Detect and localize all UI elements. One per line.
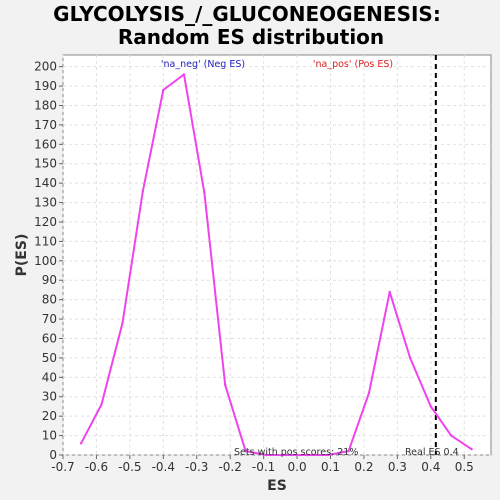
series-point: [100, 403, 103, 406]
chart-title-line1: GLYCOLYSIS_/_GLUCONEOGENESIS:: [53, 2, 441, 26]
y-tick-label: 140: [34, 176, 57, 190]
x-tick-label: -0.2: [218, 460, 241, 474]
series-point: [182, 73, 186, 76]
y-tick-label: 100: [34, 254, 57, 268]
y-axis-title: P(ES): [14, 234, 30, 277]
y-tick-label: 200: [34, 60, 57, 74]
x-tick-label: 0.3: [388, 460, 407, 474]
y-tick-label: 80: [42, 293, 57, 307]
x-tick-label: 0.4: [421, 460, 440, 474]
series-point: [388, 290, 391, 294]
y-tick-label: 160: [34, 137, 57, 151]
series-point: [306, 453, 309, 457]
x-tick-label: -0.7: [51, 460, 74, 474]
series-points: [79, 73, 473, 457]
series-point: [429, 405, 433, 408]
series-point: [408, 356, 412, 360]
y-tick-label: 70: [42, 312, 57, 326]
y-tick-label: 20: [42, 409, 57, 423]
pos-scores-annotation: Sets with pos scores: 21%: [234, 447, 358, 458]
series-point: [285, 453, 288, 457]
x-tick-label: -0.6: [85, 460, 108, 474]
x-axis-title: ES: [267, 478, 287, 494]
series-line-random-es: [80, 73, 473, 456]
y-tick-label: 50: [42, 351, 57, 365]
x-tick-label: 0.0: [288, 460, 307, 474]
y-tick-label: 170: [34, 118, 57, 132]
y-tick-label: 110: [34, 234, 57, 248]
grid: [62, 55, 491, 456]
series-point: [162, 88, 165, 92]
y-tick-label: 0: [49, 448, 57, 462]
series-point: [470, 447, 473, 451]
x-tick-label: 0.2: [354, 460, 373, 474]
y-tick-label: 130: [34, 196, 57, 210]
x-tick-label: 0.5: [455, 460, 474, 474]
series-point: [367, 391, 371, 395]
series-point: [121, 321, 124, 325]
series-point: [450, 434, 453, 437]
neg-es-label: 'na_neg' (Neg ES): [161, 59, 245, 70]
y-tick-label: 120: [34, 215, 57, 229]
plot-area: [62, 54, 492, 456]
y-tick-label: 90: [42, 273, 57, 287]
y-tick-label: 10: [42, 429, 57, 443]
y-tick-label: 180: [34, 98, 57, 112]
series-point: [223, 383, 227, 387]
series-point: [326, 453, 330, 457]
y-tick-label: 30: [42, 390, 57, 404]
series-point: [265, 453, 268, 457]
x-tick-label: -0.5: [118, 460, 141, 474]
x-tick-label: -0.4: [152, 460, 175, 474]
real-es-annotation: Real ES 0.4: [405, 447, 459, 458]
y-tick-label: 40: [42, 370, 57, 384]
y-tick-label: 60: [42, 331, 57, 345]
axis-ticks: -0.7 -0.6 -0.5 -0.4 -0.3 -0.2 -0.1 0.0 0.1 0.2 0.3…: [34, 60, 474, 474]
series-point: [244, 449, 247, 453]
y-tick-label: 150: [34, 157, 57, 171]
y-tick-label: 190: [34, 79, 57, 93]
series-point: [347, 449, 350, 453]
chart-title-line2: Random ES distribution: [118, 25, 384, 49]
series-point: [141, 189, 145, 193]
x-tick-label: -0.3: [185, 460, 208, 474]
pos-es-label: 'na_pos' (Pos ES): [313, 59, 393, 70]
series-point: [79, 442, 83, 445]
x-tick-label: -0.1: [252, 460, 275, 474]
series-point: [203, 191, 206, 195]
x-tick-label: 0.1: [321, 460, 340, 474]
